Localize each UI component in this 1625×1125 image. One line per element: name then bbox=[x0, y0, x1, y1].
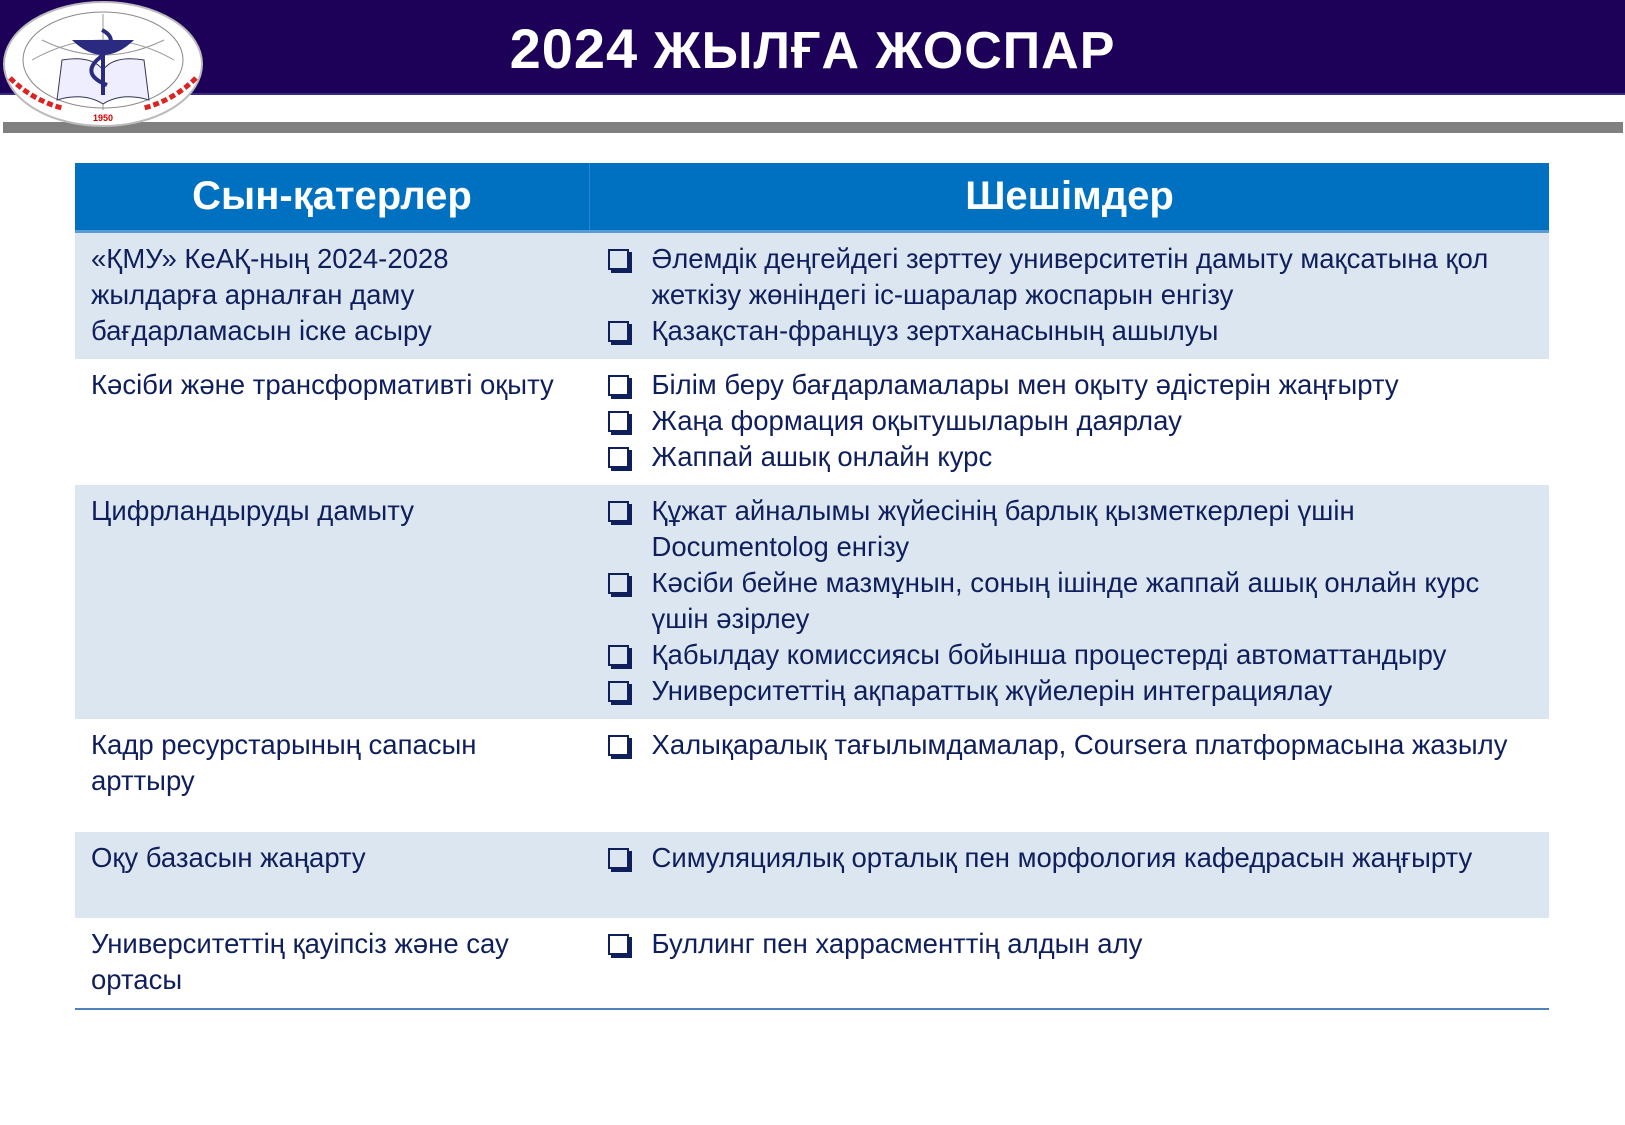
table-row: Оқу базасын жаңарту Симуляциялық орталық … bbox=[75, 832, 1549, 918]
solutions-cell: Халықаралық тағылымдамалар, Coursera пла… bbox=[590, 719, 1550, 832]
table-row: Кәсіби және трансформативті оқыту Білім б… bbox=[75, 359, 1549, 485]
checkbox-bullet-icon bbox=[607, 375, 629, 396]
checkbox-bullet-icon bbox=[607, 848, 629, 869]
challenge-cell: Университеттің қауіпсіз және сау ортасы bbox=[75, 918, 590, 1010]
checkbox-bullet-icon bbox=[607, 573, 629, 594]
plan-table: Сын-қатерлер Шешімдер «ҚМУ» КеАҚ-ның 202… bbox=[75, 163, 1549, 1010]
solution-text: Жаңа формация оқытушыларын даярлау bbox=[651, 405, 1182, 436]
solution-text: Құжат айналымы жүйесінің барлық қызметке… bbox=[651, 495, 1355, 562]
table-row: «ҚМУ» КеАҚ-ның 2024-2028 жылдарға арналғ… bbox=[75, 231, 1549, 359]
solutions-cell: Симуляциялық орталық пен морфология кафе… bbox=[589, 832, 1549, 918]
solutions-cell: Білім беру бағдарламалары мен оқыту әдіс… bbox=[590, 359, 1550, 485]
solution-item: Халықаралық тағылымдамалар, Coursera пла… bbox=[606, 727, 1540, 763]
title-bar: 2024 ЖЫЛҒА ЖОСПАР bbox=[0, 0, 1625, 95]
table-row: Кадр ресурстарының сапасын арттыру Халықа… bbox=[75, 719, 1549, 832]
solution-item: Қазақстан-француз зертханасының ашылуы bbox=[606, 313, 1540, 349]
solution-item: Білім беру бағдарламалары мен оқыту әдіс… bbox=[606, 367, 1540, 403]
checkbox-bullet-icon bbox=[607, 249, 629, 270]
solutions-cell: Буллинг пен харрасменттің алдын алу bbox=[589, 918, 1549, 1010]
solution-text: Әлемдік деңгейдегі зерттеу университетін… bbox=[651, 243, 1489, 310]
challenge-cell: Цифрландыруды дамыту bbox=[75, 485, 590, 719]
checkbox-bullet-icon bbox=[607, 681, 629, 702]
table-row: Цифрландыруды дамыту Құжат айналымы жүйес… bbox=[75, 485, 1549, 719]
solution-text: Қабылдау комиссиясы бойынша процестерді … bbox=[651, 639, 1447, 670]
university-logo: 1950 bbox=[3, 1, 203, 127]
checkbox-bullet-icon bbox=[607, 645, 629, 666]
checkbox-bullet-icon bbox=[607, 447, 629, 468]
challenge-cell: Кадр ресурстарының сапасын арттыру bbox=[91, 729, 477, 796]
solutions-cell: Құжат айналымы жүйесінің барлық қызметке… bbox=[589, 485, 1549, 719]
solution-text: Кәсіби бейне мазмұнын, соның ішінде жапп… bbox=[651, 567, 1480, 634]
checkbox-bullet-icon bbox=[607, 735, 629, 756]
solution-text: Симуляциялық орталық пен морфология кафе… bbox=[651, 842, 1473, 873]
solution-item: Университеттің ақпараттық жүйелерін инте… bbox=[606, 673, 1540, 709]
challenge-cell: Оқу базасын жаңарту bbox=[75, 832, 590, 918]
solution-text: Қазақстан-француз зертханасының ашылуы bbox=[651, 315, 1219, 346]
column-header-challenges: Сын-қатерлер bbox=[75, 163, 590, 233]
solution-text: Білім беру бағдарламалары мен оқыту әдіс… bbox=[651, 369, 1399, 400]
solution-item: Буллинг пен харрасменттің алдын алу bbox=[606, 926, 1540, 962]
solution-item: Жаппай ашық онлайн курс bbox=[606, 439, 1540, 475]
challenge-cell: Кәсіби және трансформативті оқыту bbox=[91, 369, 554, 400]
solution-text: Халықаралық тағылымдамалар, Coursera пла… bbox=[651, 729, 1508, 760]
solution-text: Буллинг пен харрасменттің алдын алу bbox=[651, 928, 1143, 959]
solution-item: Қабылдау комиссиясы бойынша процестерді … bbox=[606, 637, 1540, 673]
checkbox-bullet-icon bbox=[607, 934, 629, 955]
checkbox-bullet-icon bbox=[607, 501, 629, 522]
column-header-solutions: Шешімдер bbox=[589, 163, 1549, 233]
solution-item: Симуляциялық орталық пен морфология кафе… bbox=[606, 840, 1540, 876]
table-row: Университеттің қауіпсіз және сау ортасы Б… bbox=[75, 918, 1549, 1010]
solution-item: Құжат айналымы жүйесінің барлық қызметке… bbox=[606, 493, 1540, 565]
svg-text:1950: 1950 bbox=[93, 113, 113, 123]
solutions-cell: Әлемдік деңгейдегі зерттеу университетін… bbox=[589, 231, 1549, 359]
solution-item: Әлемдік деңгейдегі зерттеу университетін… bbox=[606, 241, 1540, 313]
checkbox-bullet-icon bbox=[607, 411, 629, 432]
solution-item: Кәсіби бейне мазмұнын, соның ішінде жапп… bbox=[606, 565, 1540, 637]
challenge-cell: «ҚМУ» КеАҚ-ның 2024-2028 жылдарға арналғ… bbox=[75, 231, 590, 359]
divider bbox=[3, 122, 1623, 133]
solution-item: Жаңа формация оқытушыларын даярлау bbox=[606, 403, 1540, 439]
solution-text: Жаппай ашық онлайн курс bbox=[651, 441, 993, 472]
solution-text: Университеттің ақпараттық жүйелерін инте… bbox=[651, 675, 1333, 706]
page-title: 2024 ЖЫЛҒА ЖОСПАР bbox=[509, 17, 1116, 80]
checkbox-bullet-icon bbox=[607, 321, 629, 342]
